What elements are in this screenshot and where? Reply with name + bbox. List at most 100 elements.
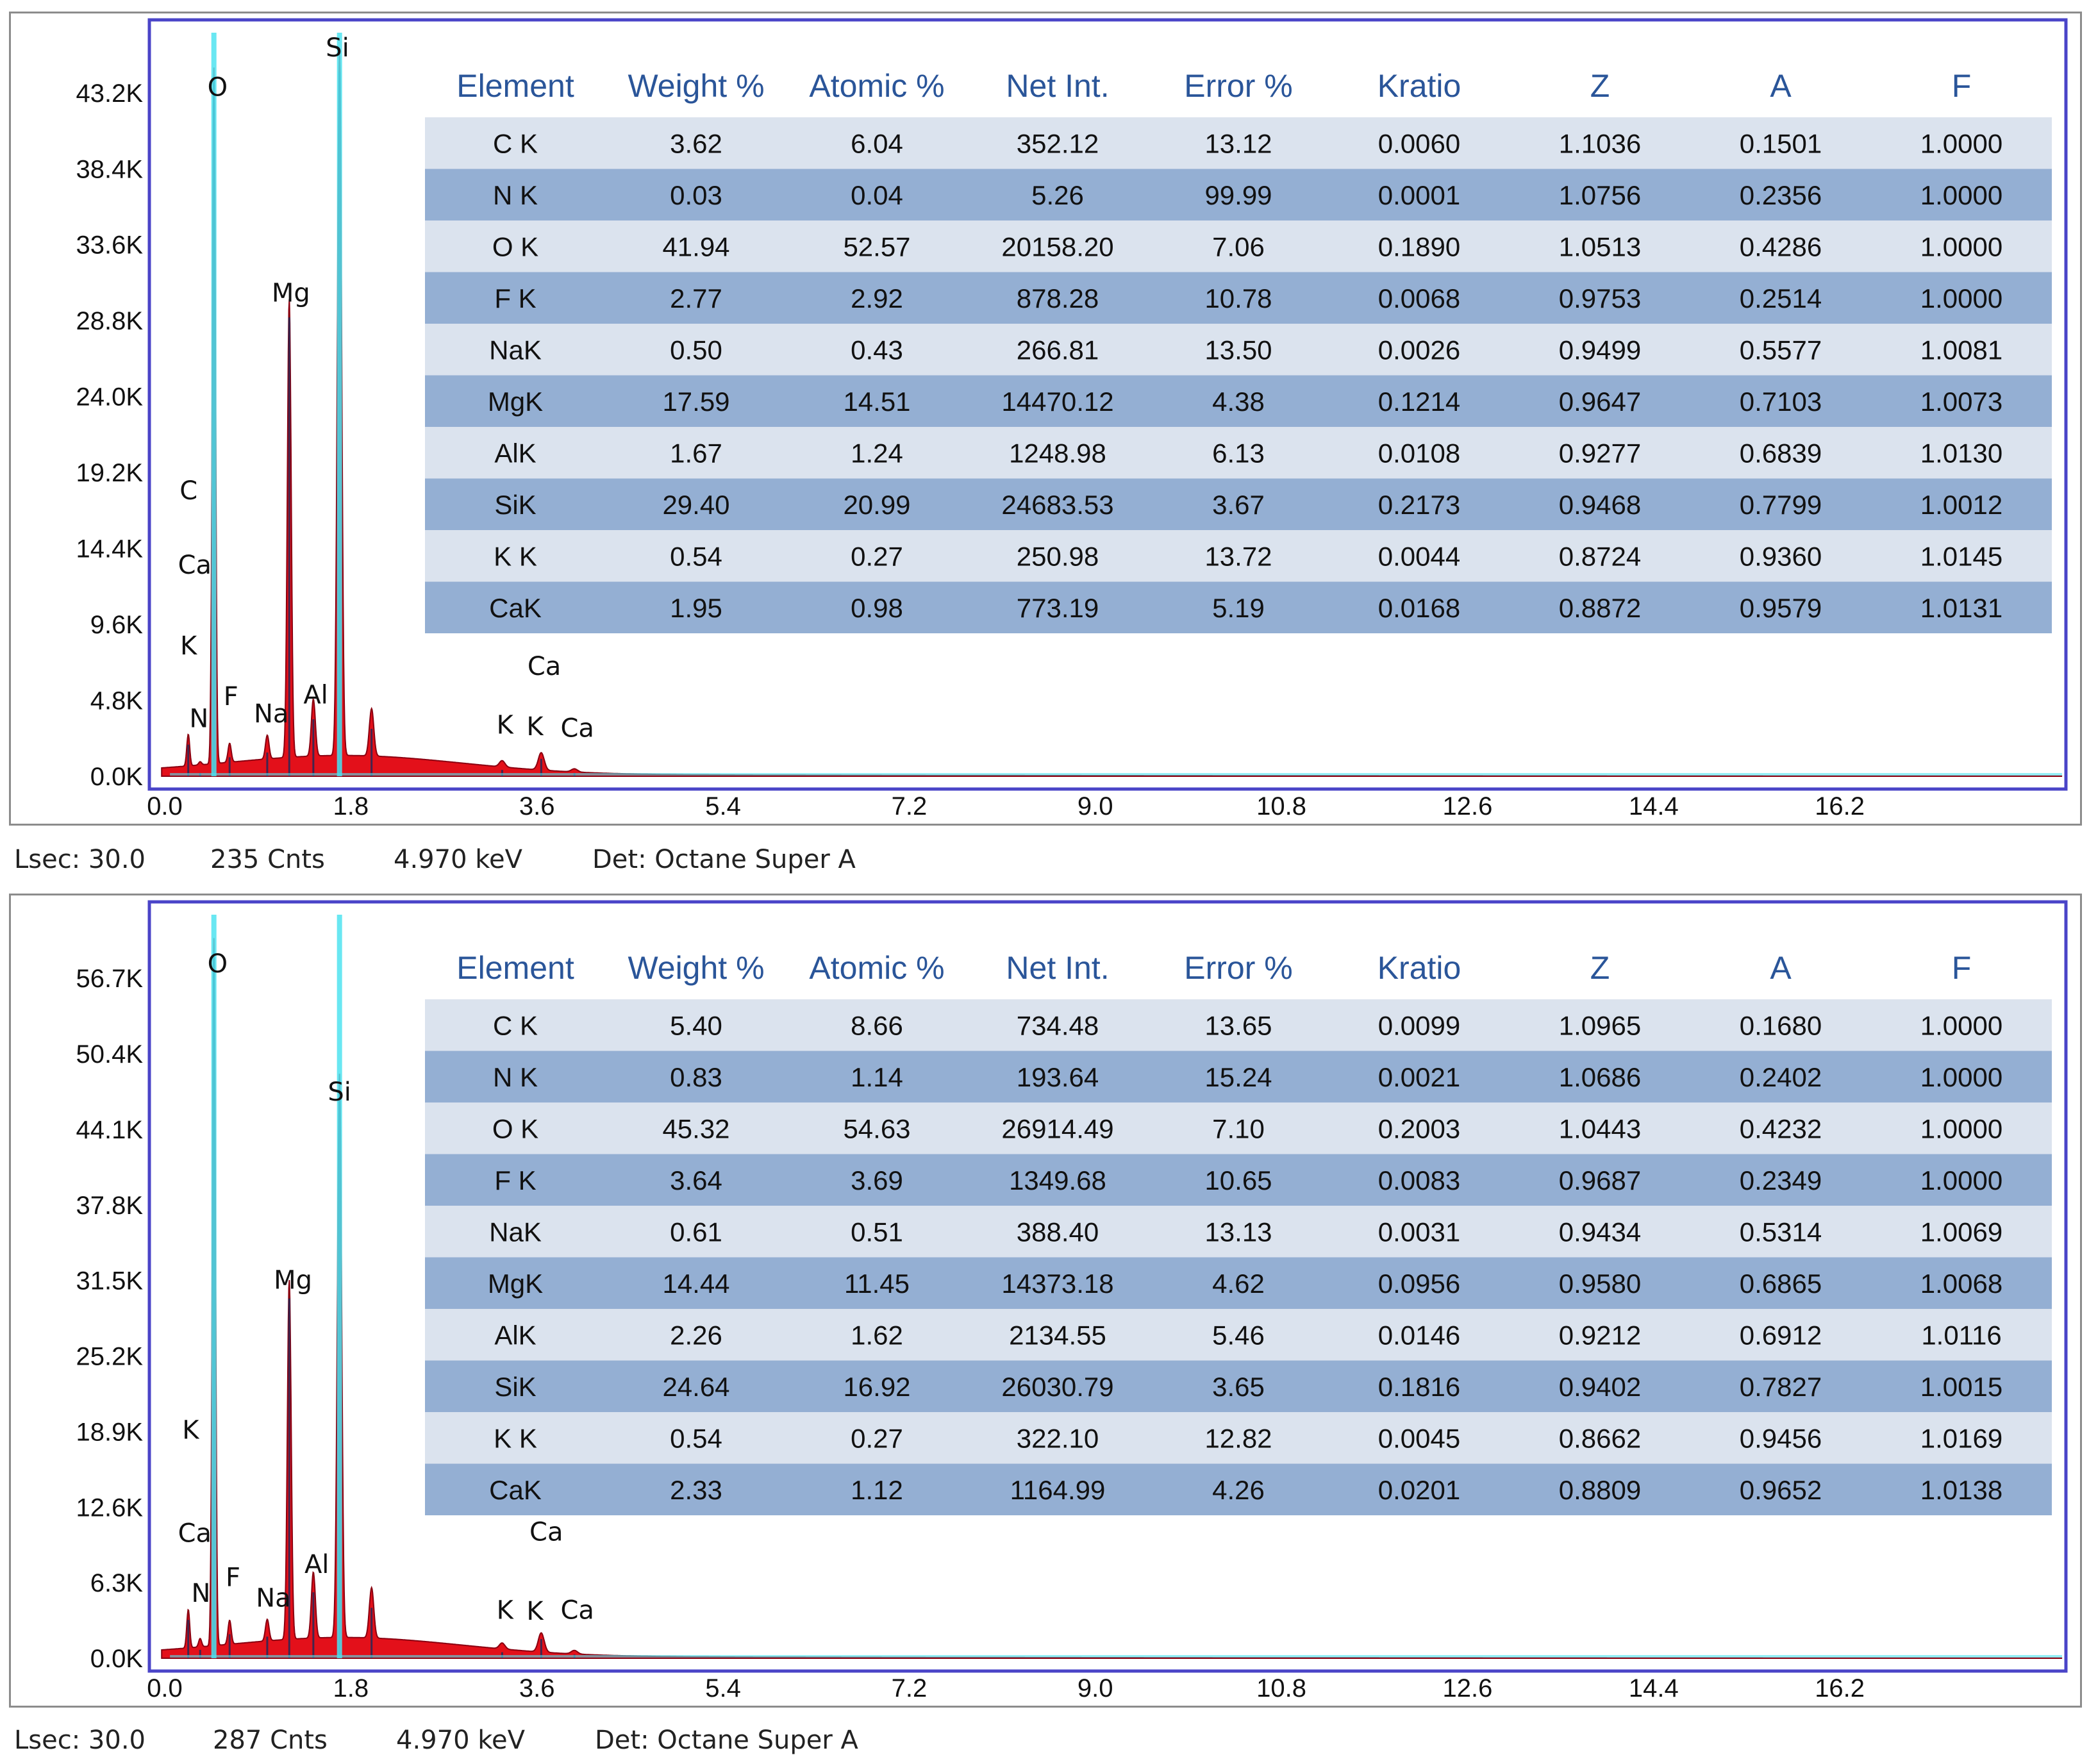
table-row xyxy=(425,324,2052,376)
table-cell: 0.0108 xyxy=(1378,438,1460,468)
table-row xyxy=(425,375,2052,427)
table-cell: 0.1214 xyxy=(1378,387,1460,417)
x-tick-label: 9.0 xyxy=(1078,1674,1113,1702)
table-cell: 1.24 xyxy=(851,438,903,468)
x-tick-label: 3.6 xyxy=(519,1674,555,1702)
table-header-cell: Weight % xyxy=(628,68,764,104)
table-row xyxy=(425,581,2052,633)
table-cell: N K xyxy=(493,1062,538,1092)
x-tick-label: 9.0 xyxy=(1078,792,1113,820)
table-cell: 0.1501 xyxy=(1740,128,1822,158)
table-cell: 0.8662 xyxy=(1559,1423,1641,1453)
table-cell: 0.1890 xyxy=(1378,231,1460,262)
table-row xyxy=(425,427,2052,479)
table-cell: 1.0000 xyxy=(1920,283,2002,313)
table-cell: 388.40 xyxy=(1017,1217,1099,1247)
x-tick-label: 7.2 xyxy=(892,792,928,820)
y-tick-label: 43.2K xyxy=(76,79,143,108)
table-cell: 1.1036 xyxy=(1559,128,1641,158)
table-cell: SiK xyxy=(494,1372,536,1402)
table-cell: 29.40 xyxy=(662,490,729,520)
table-cell: 1.0130 xyxy=(1920,438,2002,468)
table-cell: 0.0083 xyxy=(1378,1165,1460,1195)
table-cell: 13.12 xyxy=(1204,128,1272,158)
table-header-cell: Kratio xyxy=(1377,950,1461,986)
table-cell: 2.33 xyxy=(670,1475,722,1505)
x-tick-label: 5.4 xyxy=(705,1674,741,1702)
table-header-cell: Kratio xyxy=(1377,68,1461,104)
table-cell: N K xyxy=(493,180,538,210)
table-header-cell: F xyxy=(1952,68,1972,104)
table-cell: 14373.18 xyxy=(1001,1269,1113,1299)
y-tick-label: 24.0K xyxy=(76,383,143,412)
table-cell: 16.92 xyxy=(843,1372,910,1402)
table-cell: 266.81 xyxy=(1017,335,1099,365)
table-cell: 2.26 xyxy=(670,1320,722,1350)
peak-label: Ca xyxy=(560,713,594,743)
y-tick-label: 12.6K xyxy=(76,1494,143,1522)
table-cell: 0.98 xyxy=(851,593,903,623)
table-cell: 1.14 xyxy=(851,1062,903,1092)
table-cell: 0.2003 xyxy=(1378,1113,1460,1144)
table-cell: 2134.55 xyxy=(1009,1320,1106,1350)
table-cell: O K xyxy=(492,231,538,262)
y-tick-label: 4.8K xyxy=(90,687,144,715)
table-cell: NaK xyxy=(489,1217,542,1247)
x-tick-label: 10.8 xyxy=(1256,1674,1306,1702)
table-cell: 26030.79 xyxy=(1001,1372,1113,1402)
x-tick-label: 12.6 xyxy=(1443,1674,1493,1702)
y-tick-label: 28.8K xyxy=(76,307,143,335)
table-row xyxy=(425,1206,2052,1258)
table-cell: 14470.12 xyxy=(1001,387,1113,417)
table-cell: 0.27 xyxy=(851,541,903,571)
peak-label: Ca xyxy=(528,652,561,681)
table-cell: 0.5577 xyxy=(1740,335,1822,365)
y-tick-label: 44.1K xyxy=(76,1116,143,1144)
table-cell: 0.7827 xyxy=(1740,1372,1822,1402)
y-tick-label: 18.9K xyxy=(76,1418,143,1446)
table-cell: 7.06 xyxy=(1212,231,1265,262)
eds-chart-1: 0.0K4.8K9.6K14.4K19.2K24.0K28.8K33.6K38.… xyxy=(76,18,2068,820)
table-cell: K K xyxy=(494,541,537,571)
table-cell: 52.57 xyxy=(843,231,910,262)
table-cell: 0.0099 xyxy=(1378,1010,1460,1040)
counts: 287 Cnts xyxy=(213,1726,328,1755)
y-tick-label: 33.6K xyxy=(76,231,143,260)
table-cell: 0.9499 xyxy=(1559,335,1641,365)
peak-label: Ca xyxy=(178,551,212,580)
table-cell: 10.78 xyxy=(1204,283,1272,313)
table-cell: 14.51 xyxy=(843,387,910,417)
table-cell: 1.0000 xyxy=(1920,180,2002,210)
table-cell: 0.0031 xyxy=(1378,1217,1460,1247)
table-cell: 1.12 xyxy=(851,1475,903,1505)
y-tick-label: 25.2K xyxy=(76,1343,143,1371)
table-cell: 5.40 xyxy=(670,1010,722,1040)
x-tick-label: 0.0 xyxy=(147,1674,183,1702)
table-cell: 1349.68 xyxy=(1009,1165,1106,1195)
table-cell: CaK xyxy=(489,593,542,623)
table-row xyxy=(425,272,2052,324)
table-cell: 1164.99 xyxy=(1010,1475,1106,1505)
y-tick-label: 0.0K xyxy=(90,1645,144,1673)
table-cell: 0.0026 xyxy=(1378,335,1460,365)
table-cell: 1.0000 xyxy=(1920,1010,2002,1040)
table-cell: 1.0131 xyxy=(1920,593,2002,623)
table-cell: NaK xyxy=(489,335,542,365)
table-row xyxy=(425,530,2052,582)
cursor-energy: 4.970 keV xyxy=(394,845,522,874)
table-cell: F K xyxy=(494,1165,536,1195)
y-tick-label: 0.0K xyxy=(90,763,144,791)
peak-label: K xyxy=(497,710,515,740)
table-cell: 99.99 xyxy=(1204,180,1272,210)
table-cell: 0.83 xyxy=(670,1062,722,1092)
table-cell: 1.0116 xyxy=(1921,1320,2001,1350)
x-tick-label: 5.4 xyxy=(705,792,741,820)
table-cell: 3.67 xyxy=(1212,490,1265,520)
table-cell: 17.59 xyxy=(662,387,729,417)
x-tick-label: 1.8 xyxy=(333,792,369,820)
table-row xyxy=(425,1257,2052,1309)
table-row xyxy=(425,1102,2052,1154)
table-cell: CaK xyxy=(489,1475,542,1505)
detector-name: Det: Octane Super A xyxy=(592,845,856,874)
table-cell: 0.6865 xyxy=(1740,1269,1822,1299)
